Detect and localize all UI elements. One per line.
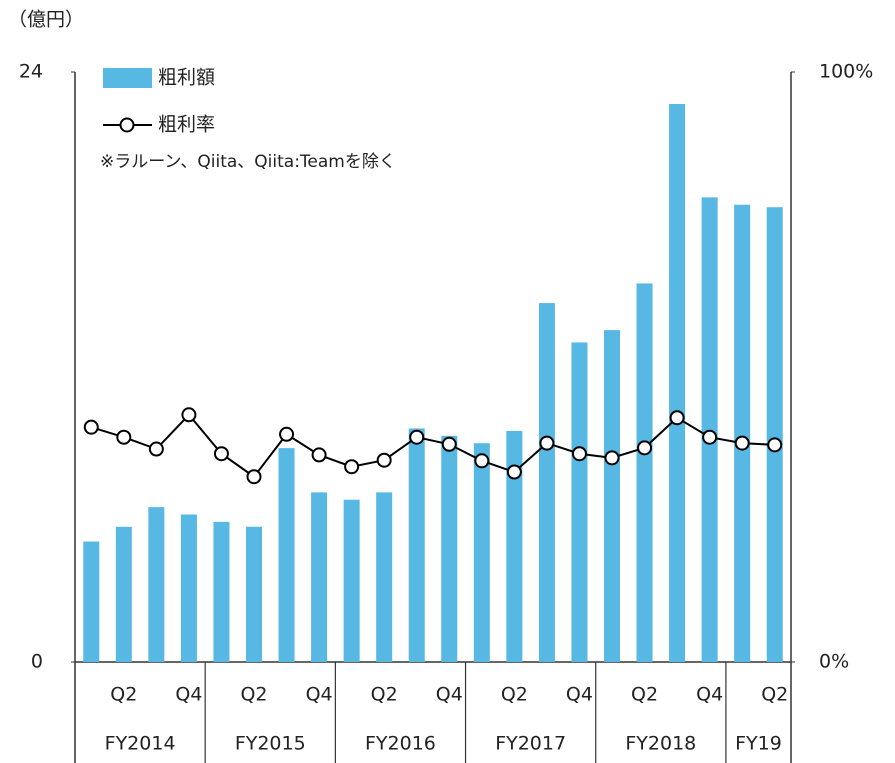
line-marker <box>669 410 685 426</box>
x-tick-label: Q4 <box>175 684 202 706</box>
bar <box>538 303 555 662</box>
bar <box>506 430 523 662</box>
y-tick-label: 24 <box>19 61 43 83</box>
bar <box>83 541 100 662</box>
bar <box>604 330 620 662</box>
bar <box>734 204 751 662</box>
legend-swatch <box>103 68 152 88</box>
x-tick-label: Q2 <box>501 684 528 706</box>
group-label: FY2014 <box>105 733 176 755</box>
unit-label: （億円） <box>8 9 84 31</box>
x-tick-label: Q4 <box>306 684 333 706</box>
bar <box>148 507 165 662</box>
bar <box>571 342 588 662</box>
line-marker <box>409 429 425 445</box>
group-label: FY19 <box>735 733 782 755</box>
line-marker <box>376 452 392 468</box>
bar <box>115 526 132 662</box>
note: ※ラルーン、Qiita、Qiita:Teamを除く <box>100 152 396 172</box>
bar <box>180 514 197 662</box>
bar <box>408 428 425 662</box>
group-label: FY2015 <box>235 733 306 755</box>
bar <box>213 521 230 662</box>
y2-tick-label: 100% <box>819 61 873 83</box>
x-tick-label: Q4 <box>566 684 593 706</box>
bar <box>376 492 393 662</box>
bar <box>701 197 718 662</box>
line-marker <box>441 436 457 452</box>
y2-tick-label: 0% <box>819 651 849 673</box>
line-marker <box>767 437 783 453</box>
line-marker <box>506 464 522 480</box>
bar <box>669 103 686 663</box>
line-marker <box>604 450 620 466</box>
line-marker <box>213 446 229 462</box>
group-label: FY2018 <box>625 733 696 755</box>
legend-label: 粗利率 <box>158 114 215 136</box>
group-label: FY2017 <box>495 733 566 755</box>
bar <box>441 435 458 662</box>
bar <box>473 443 490 662</box>
line-marker <box>83 419 99 435</box>
line-marker <box>246 469 262 485</box>
bar <box>766 207 783 663</box>
line-marker <box>702 429 718 445</box>
x-tick-label: Q2 <box>240 684 267 706</box>
line-marker <box>344 459 360 475</box>
x-tick-label: Q2 <box>761 684 788 706</box>
line-marker <box>734 435 750 451</box>
line-marker <box>539 435 555 451</box>
x-tick-label: Q4 <box>436 684 463 706</box>
line-marker <box>148 441 164 457</box>
line-marker <box>474 453 490 469</box>
x-tick-label: Q4 <box>696 684 723 706</box>
x-tick-label: Q2 <box>110 684 137 706</box>
line <box>90 413 775 479</box>
line-marker <box>116 429 132 445</box>
bar <box>311 492 328 662</box>
line-marker <box>279 426 295 442</box>
line-marker <box>571 446 587 462</box>
line-marker <box>181 407 197 423</box>
x-tick-label: Q2 <box>371 684 398 706</box>
x-tick-label: Q2 <box>631 684 658 706</box>
y-tick-label: 0 <box>31 651 43 673</box>
bar <box>278 448 295 662</box>
legend-label: 粗利額 <box>158 67 215 89</box>
line-marker <box>637 440 653 456</box>
group-label: FY2016 <box>365 733 436 755</box>
bar <box>246 526 262 662</box>
bar <box>636 283 653 662</box>
line-marker <box>311 447 327 463</box>
bar <box>343 499 360 662</box>
legend-marker <box>119 117 135 133</box>
